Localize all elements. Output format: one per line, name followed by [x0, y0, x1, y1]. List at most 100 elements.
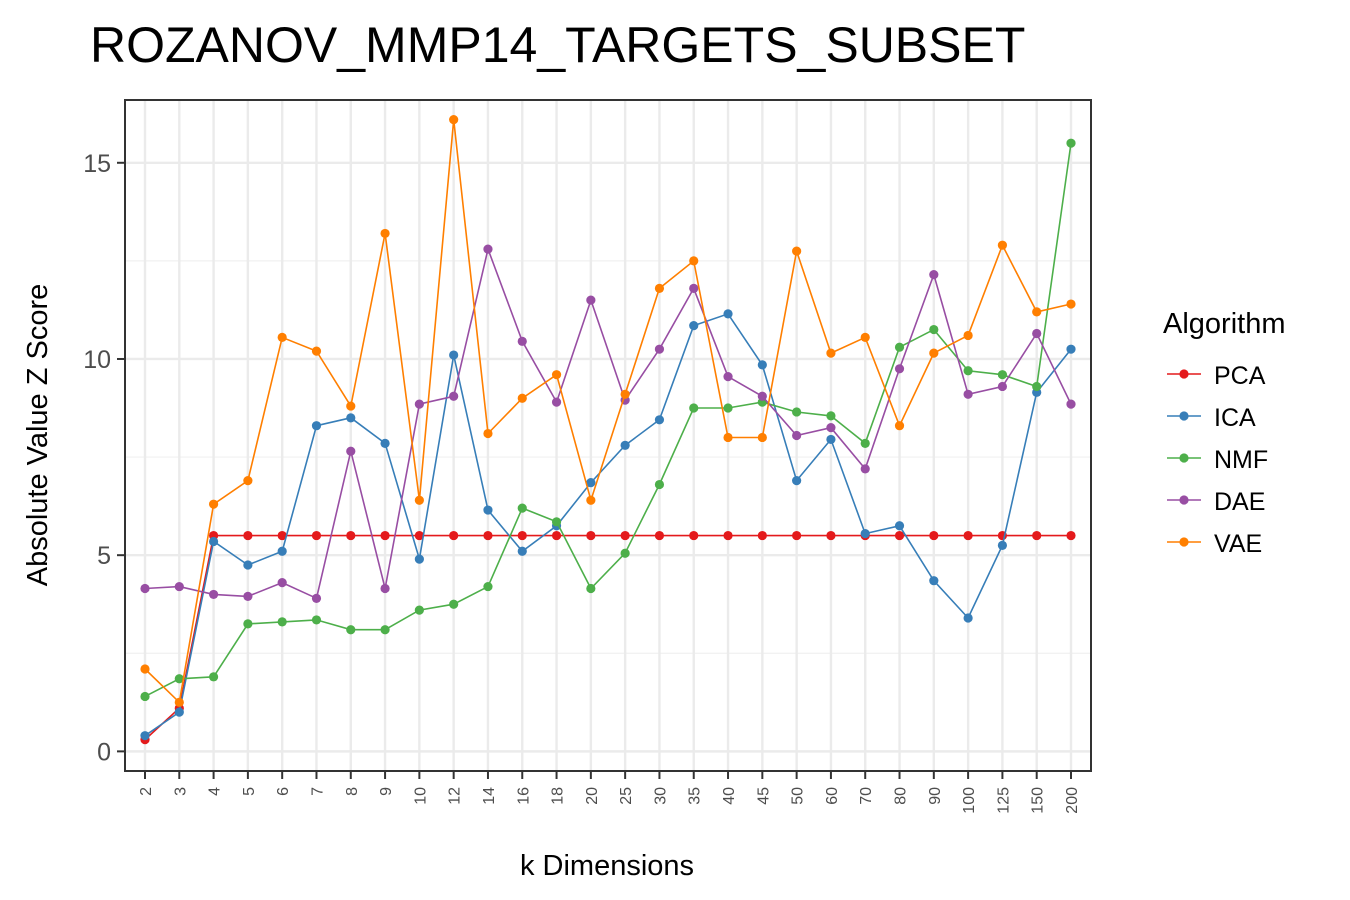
x-tick-label: 10	[412, 787, 429, 805]
plot-border	[124, 99, 1092, 772]
data-point-dae	[449, 391, 459, 401]
data-point-vae	[963, 330, 973, 341]
data-point-dae	[1032, 328, 1042, 339]
data-point-dae	[346, 446, 356, 456]
data-point-vae	[140, 664, 150, 674]
y-tick-label: 15	[83, 150, 111, 178]
data-point-ica	[929, 576, 939, 586]
data-point-ica	[894, 521, 905, 531]
legend-key-point	[1179, 495, 1189, 505]
data-point-pca	[826, 530, 836, 541]
data-point-pca	[380, 530, 390, 541]
data-point-nmf	[483, 581, 493, 592]
chart-title: ROZANOV_MMP14_TARGETS_SUBSET	[90, 17, 1025, 73]
legend: Algorithm PCA ICA NMF DAE VAE	[1163, 308, 1286, 558]
data-point-pca	[311, 530, 322, 541]
x-tick-label: 16	[515, 787, 532, 805]
data-point-dae	[311, 593, 322, 603]
data-point-vae	[483, 428, 493, 439]
y-axis-label: Absolute Value Z Score	[22, 284, 54, 587]
legend-label: PCA	[1214, 362, 1266, 390]
data-point-pca	[483, 530, 493, 541]
data-point-ica	[243, 560, 253, 570]
data-point-pca	[689, 530, 699, 541]
data-point-dae	[860, 464, 870, 474]
data-point-dae	[997, 381, 1008, 392]
data-point-dae	[689, 283, 699, 293]
data-point-ica	[483, 505, 493, 515]
data-point-pca	[757, 530, 767, 541]
legend-key-point	[1179, 369, 1189, 379]
data-point-ica	[1066, 344, 1076, 354]
x-tick-label: 90	[927, 787, 944, 805]
data-point-vae	[1066, 299, 1076, 309]
data-point-vae	[174, 697, 184, 707]
x-axis-label: k Dimensions	[520, 850, 694, 882]
data-point-ica	[414, 554, 424, 564]
data-point-dae	[963, 389, 973, 399]
data-point-pca	[1032, 530, 1042, 541]
data-point-ica	[208, 536, 219, 547]
data-point-ica	[723, 309, 733, 319]
y-tick-label: 0	[97, 738, 111, 766]
data-point-pca	[894, 530, 905, 541]
plot-panel	[124, 99, 1092, 772]
data-point-dae	[174, 581, 184, 592]
data-point-pca	[346, 530, 356, 541]
data-point-ica	[860, 528, 870, 539]
series-line-ica	[144, 312, 1072, 737]
series-nmf	[140, 138, 1076, 702]
x-tick-label: 7	[309, 787, 326, 796]
data-point-ica	[140, 731, 150, 741]
data-point-dae	[277, 578, 287, 588]
data-point-nmf	[620, 548, 630, 558]
data-point-nmf	[689, 403, 699, 413]
x-tick-label: 18	[550, 787, 567, 805]
legend-key-point	[1179, 453, 1189, 463]
legend-label: ICA	[1214, 404, 1256, 432]
data-point-ica	[174, 707, 184, 717]
data-point-nmf	[826, 411, 836, 421]
data-point-ica	[449, 350, 459, 360]
data-point-vae	[689, 256, 699, 266]
data-point-dae	[792, 430, 802, 441]
data-point-dae	[826, 423, 836, 433]
legend-label: DAE	[1214, 488, 1265, 516]
series-line-pca	[144, 534, 1071, 741]
x-tick-label: 8	[344, 787, 361, 796]
data-point-pca	[517, 530, 527, 541]
legend-items: PCA ICA NMF DAE VAE	[1167, 362, 1268, 558]
data-point-ica	[346, 413, 356, 423]
data-point-dae	[140, 583, 150, 594]
legend-item-nmf: NMF	[1167, 446, 1268, 474]
data-point-pca	[620, 530, 630, 541]
data-point-vae	[243, 476, 253, 486]
data-point-nmf	[586, 583, 596, 594]
legend-item-dae: DAE	[1167, 488, 1265, 516]
legend-label: VAE	[1214, 530, 1262, 558]
data-point-dae	[380, 583, 390, 594]
legend-key-point	[1179, 411, 1189, 421]
legend-item-vae: VAE	[1167, 530, 1262, 558]
data-point-nmf	[1032, 381, 1042, 392]
data-point-vae	[826, 348, 836, 358]
data-point-dae	[1066, 399, 1076, 409]
data-point-nmf	[346, 625, 356, 635]
series-line-nmf	[144, 143, 1072, 698]
x-tick-label: 150	[1030, 787, 1047, 814]
data-point-vae	[311, 346, 322, 356]
data-point-vae	[654, 283, 665, 293]
legend-label: NMF	[1214, 446, 1268, 474]
data-point-nmf	[380, 625, 390, 635]
data-point-dae	[243, 591, 253, 601]
data-point-vae	[277, 332, 287, 343]
data-point-nmf	[860, 438, 870, 448]
data-point-dae	[483, 244, 493, 254]
data-point-pca	[414, 530, 424, 541]
data-point-nmf	[894, 342, 905, 352]
data-point-ica	[517, 546, 527, 556]
series-vae	[140, 115, 1076, 707]
data-point-nmf	[140, 691, 150, 702]
x-tick-label: 25	[618, 787, 635, 805]
